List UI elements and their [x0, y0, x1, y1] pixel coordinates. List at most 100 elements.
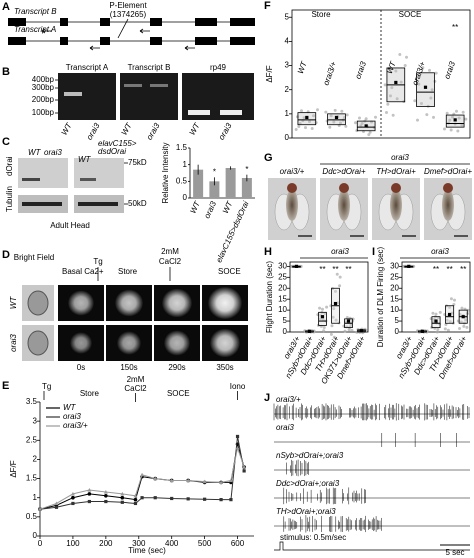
scatter-dot — [450, 311, 454, 315]
scatter-dot — [398, 52, 402, 56]
scatter-dot — [436, 327, 440, 331]
annotation: CaCl2 — [159, 257, 182, 266]
scatter-dot — [462, 324, 466, 328]
cell-glow — [208, 286, 242, 320]
primer-arrow — [184, 45, 195, 51]
row-label: orai3 — [9, 334, 18, 352]
scatter-dot — [360, 122, 364, 126]
scatter-dot — [460, 306, 464, 310]
y-tick-label: 10 — [278, 305, 287, 314]
scatter-dot — [417, 82, 421, 86]
x-tick-label: 0 — [38, 539, 43, 548]
scatter-dot — [294, 128, 298, 132]
y-axis-label: ΔF/F — [9, 460, 18, 477]
y-tick-label: 5 — [283, 316, 288, 325]
scatter-dot — [297, 125, 301, 129]
p-element-label: P-Element — [109, 1, 147, 10]
mean — [305, 115, 309, 120]
cell-glow — [68, 290, 94, 316]
scale-label: 5 sec — [445, 548, 464, 557]
point — [229, 498, 233, 502]
panel-label: J — [264, 392, 270, 404]
panel-label: G — [264, 152, 273, 164]
scatter-dot — [465, 325, 469, 329]
mean — [346, 319, 351, 323]
scatter-dot — [310, 127, 314, 131]
y-tick-label: 5 — [395, 316, 400, 325]
scatter-dot — [464, 117, 468, 121]
box — [416, 72, 435, 108]
gel-title: Transcript A — [66, 63, 109, 72]
point — [228, 478, 233, 483]
gel — [120, 73, 178, 120]
y-tick-label: 25 — [390, 272, 399, 281]
gel-title: rp49 — [210, 63, 227, 72]
scatter-dot — [431, 311, 435, 315]
scatter-dot — [374, 115, 378, 119]
column-title: SOCE — [218, 267, 241, 276]
point — [54, 501, 59, 506]
mean — [420, 329, 424, 333]
y-tick-label: 25 — [278, 272, 287, 281]
bar — [225, 168, 236, 198]
x-axis-label: Time (sec) — [128, 546, 166, 555]
time-label: 290s — [168, 363, 185, 372]
scatter-dot — [428, 68, 432, 72]
x-tick-label: 600 — [231, 539, 245, 548]
scatter-dot — [421, 66, 425, 70]
row-label: WT — [9, 296, 18, 310]
y-tick-label: 15 — [278, 294, 287, 303]
scatter-dot — [434, 71, 438, 75]
scatter-dot — [448, 118, 452, 122]
column-title: Bright Field — [14, 253, 54, 262]
y-tick-label: 2.5 — [26, 435, 38, 444]
band — [220, 110, 242, 115]
bar — [209, 181, 220, 198]
scatter-dot — [391, 113, 395, 117]
point — [54, 505, 59, 509]
significance: * — [213, 167, 216, 176]
y-tick-label: 0 — [395, 327, 400, 336]
y-tick-label: 0 — [283, 327, 288, 336]
x-tick-label: 100 — [66, 539, 80, 548]
ephys-trace — [274, 487, 470, 505]
annotation: Iono — [230, 382, 246, 391]
series-line — [39, 443, 245, 510]
scatter-dot — [329, 332, 333, 336]
exon — [150, 18, 162, 26]
fly-body — [338, 189, 350, 221]
cell — [27, 290, 49, 316]
annotation: Tg — [93, 257, 102, 266]
blot-row-label: Tubulin — [5, 186, 14, 212]
scatter-dot — [444, 323, 448, 327]
point — [219, 498, 223, 502]
exon — [100, 18, 110, 26]
scatter-dot — [450, 115, 454, 119]
fly-head — [391, 183, 401, 193]
primer-arrow — [139, 28, 150, 34]
primer-arrow — [89, 45, 100, 51]
ephys-trace — [274, 459, 470, 477]
scatter-dot — [419, 102, 423, 106]
annotation: CaCl2 — [124, 384, 147, 393]
point — [219, 480, 224, 484]
scatter-dot — [321, 307, 324, 311]
scatter-dot — [332, 120, 336, 124]
y-tick-label: 20 — [390, 283, 399, 292]
exon — [195, 37, 217, 45]
ladder-label: 100bp — [32, 108, 55, 117]
trace-label: TH>dOrai+;orai3 — [276, 507, 336, 516]
panel-label: E — [2, 380, 9, 392]
scatter-dot — [464, 318, 468, 322]
point — [169, 478, 174, 483]
panel-label: B — [2, 66, 10, 78]
exon — [60, 37, 68, 45]
genotype-label: orai3 — [331, 247, 349, 256]
lane-label: WT — [78, 155, 92, 164]
point — [87, 492, 92, 496]
scatter-dot — [330, 324, 334, 328]
point — [140, 496, 144, 500]
scatter-dot — [347, 328, 351, 332]
transcript-label: Transcript B — [14, 7, 57, 16]
y-tick-label: 1.5 — [176, 143, 188, 152]
